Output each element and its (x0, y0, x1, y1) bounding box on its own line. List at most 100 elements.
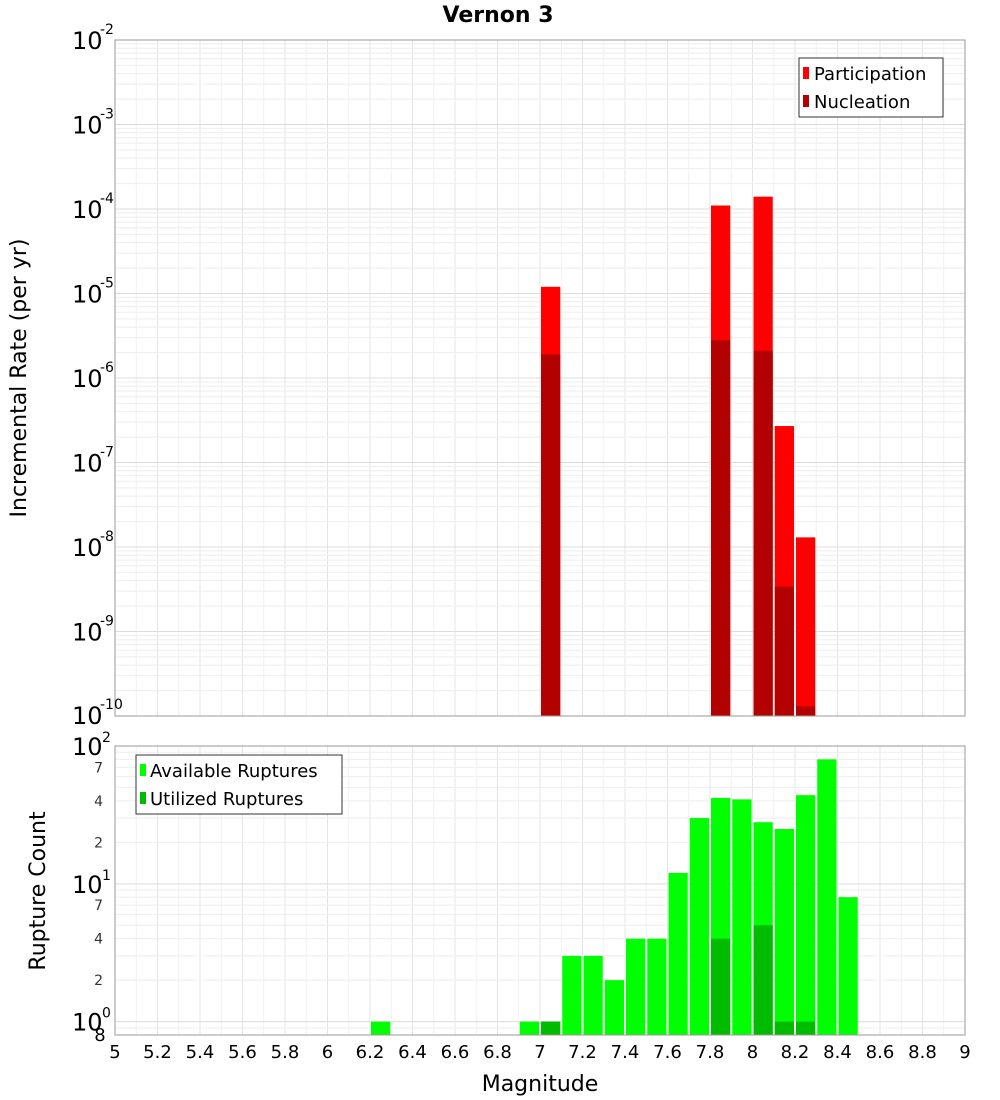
top-plot-bars (541, 196, 816, 717)
x-tick-label: 6.6 (441, 1042, 470, 1063)
y-tick-label-minor: 4 (94, 932, 103, 948)
bottom-plot-bars (371, 759, 858, 1035)
y-tick-label-exponent: 2 (102, 730, 111, 746)
bottom-bar-available-ruptures (583, 955, 603, 1035)
top-legend-box (798, 57, 944, 118)
x-tick-label: 8.6 (866, 1042, 895, 1063)
bottom-plot-frame (114, 745, 966, 1036)
x-tick-label: 7.6 (653, 1042, 682, 1063)
y-tick-label-base: 10 (72, 450, 103, 478)
y-tick-label-base: 10 (72, 619, 103, 647)
y-tick-label-exponent: -8 (100, 529, 114, 545)
x-tick-label: 7.8 (696, 1042, 725, 1063)
bottom-bar-available-ruptures (519, 1021, 539, 1035)
top-y-axis-ticks: 10-210-310-410-510-610-710-810-910-10 (72, 22, 123, 730)
legend-swatch-nucleation (803, 95, 809, 107)
y-tick-label-minor: 7 (94, 760, 103, 776)
bottom-bar-utilized-ruptures (774, 1021, 794, 1035)
top-legend: Participation Nucleation (798, 57, 944, 118)
y-tick-label-base: 10 (72, 534, 103, 562)
y-tick-label-exponent: -2 (100, 22, 114, 38)
y-tick-label-exponent: -6 (100, 360, 114, 376)
y-tick-label-minor: 7 (94, 898, 103, 914)
legend-swatch-utilized (140, 792, 146, 804)
top-plot-frame (114, 39, 966, 717)
bottom-bar-available-ruptures (689, 818, 709, 1035)
x-tick-label: 6.8 (483, 1042, 512, 1063)
x-tick-label: 6.4 (398, 1042, 427, 1063)
y-tick-label-base: 10 (72, 365, 103, 393)
top-plot-grid (114, 39, 966, 717)
bottom-bar-available-ruptures (817, 759, 837, 1035)
top-bar-nucleation (711, 340, 731, 716)
y-tick-label-exponent: 0 (102, 1006, 111, 1022)
legend-label-available: Available Ruptures (150, 761, 318, 782)
y-tick-label-base: 10 (72, 196, 103, 224)
x-tick-label: 7.4 (611, 1042, 640, 1063)
x-tick-label: 8.8 (908, 1042, 937, 1063)
x-tick-label: 5.4 (186, 1042, 215, 1063)
y-tick-label-exponent: -5 (100, 276, 114, 292)
x-axis-label: Magnitude (482, 1072, 599, 1097)
y-tick-label-exponent: -9 (100, 614, 114, 630)
top-bar-nucleation (753, 350, 773, 716)
bottom-bar-available-ruptures (796, 795, 816, 1035)
x-tick-label: 7.2 (568, 1042, 597, 1063)
y-tick-label-minor: 2 (94, 835, 103, 851)
y-tick-label-base: 10 (72, 27, 103, 55)
x-axis-ticks: 5 5.2 5.4 5.6 5.8 6 6.2 6.4 6.6 6.8 7 7.2 7.4 7.6 7.8 8… (109, 1042, 970, 1063)
bottom-legend-box (135, 754, 343, 815)
y-tick-label-minor: 2 (94, 973, 103, 989)
legend-swatch-participation (803, 67, 809, 79)
bottom-bar-utilized-ruptures (753, 925, 773, 1035)
bottom-bar-available-ruptures (732, 799, 752, 1035)
top-bar-nucleation (774, 586, 794, 716)
y-tick-label-base: 10 (72, 1009, 103, 1037)
bottom-bar-utilized-ruptures (541, 1021, 561, 1035)
top-y-axis-label: Incremental Rate (per yr) (7, 239, 32, 518)
bottom-bar-utilized-ruptures (796, 1021, 816, 1035)
bottom-bar-available-ruptures (838, 897, 858, 1035)
top-bar-nucleation (796, 706, 816, 716)
bottom-bar-available-ruptures (626, 938, 646, 1035)
y-tick-label-base: 10 (72, 112, 103, 140)
x-tick-label: 5.8 (271, 1042, 300, 1063)
y-tick-label-minor: 4 (94, 794, 103, 810)
bottom-bar-available-ruptures (604, 980, 624, 1035)
x-tick-label: 8.2 (781, 1042, 810, 1063)
y-tick-label-exponent: -4 (100, 191, 114, 207)
y-tick-label-exponent: -7 (100, 445, 114, 461)
legend-label-utilized: Utilized Ruptures (150, 789, 303, 810)
top-bar-participation (796, 537, 816, 716)
bottom-bar-available-ruptures (774, 828, 794, 1035)
y-tick-label-exponent: -10 (100, 697, 123, 713)
y-tick-label-base: 10 (72, 702, 103, 730)
bottom-bar-available-ruptures (562, 955, 582, 1035)
x-tick-label: 9 (959, 1042, 970, 1063)
y-tick-label-base: 10 (72, 733, 103, 761)
chart-title: Vernon 3 (443, 3, 554, 28)
legend-swatch-available (140, 764, 146, 776)
bottom-bar-available-ruptures (371, 1021, 391, 1035)
bottom-y-axis-label: Rupture Count (26, 811, 51, 971)
x-tick-label: 6 (322, 1042, 333, 1063)
x-tick-label: 6.2 (356, 1042, 385, 1063)
legend-label-nucleation: Nucleation (814, 92, 910, 113)
x-tick-label: 5 (109, 1042, 120, 1063)
bottom-bar-utilized-ruptures (711, 938, 731, 1035)
x-tick-label: 8 (747, 1042, 758, 1063)
x-tick-label: 5.6 (228, 1042, 257, 1063)
top-bar-nucleation (541, 354, 561, 716)
bottom-bar-available-ruptures (647, 938, 667, 1035)
bottom-legend: Available Ruptures Utilized Ruptures (135, 754, 343, 815)
y-tick-label-base: 10 (72, 871, 103, 899)
y-tick-label: 8 (94, 1025, 105, 1046)
bottom-bar-available-ruptures (668, 872, 688, 1035)
y-tick-label-exponent: 1 (102, 868, 111, 884)
x-tick-label: 7 (534, 1042, 545, 1063)
x-tick-label: 8.4 (823, 1042, 852, 1063)
y-tick-label-base: 10 (72, 281, 103, 309)
x-tick-label: 5.2 (143, 1042, 172, 1063)
